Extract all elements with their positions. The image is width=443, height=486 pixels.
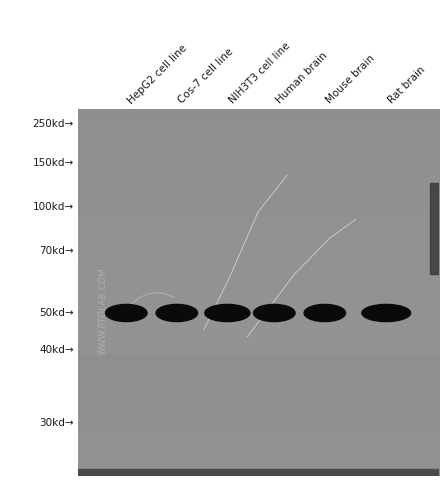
Ellipse shape bbox=[304, 304, 346, 322]
Text: Rat brain: Rat brain bbox=[386, 65, 427, 105]
Text: 250kd→: 250kd→ bbox=[33, 119, 74, 129]
Text: 30kd→: 30kd→ bbox=[39, 418, 74, 428]
Bar bbox=[78, 469, 439, 476]
Text: Cos-7 cell line: Cos-7 cell line bbox=[177, 47, 236, 105]
Ellipse shape bbox=[253, 304, 295, 322]
Text: 100kd→: 100kd→ bbox=[33, 202, 74, 211]
Ellipse shape bbox=[205, 304, 250, 322]
Ellipse shape bbox=[105, 304, 147, 322]
Text: 70kd→: 70kd→ bbox=[39, 245, 74, 256]
Text: 150kd→: 150kd→ bbox=[33, 157, 74, 168]
Ellipse shape bbox=[362, 304, 411, 322]
Text: Mouse brain: Mouse brain bbox=[325, 53, 377, 105]
Text: WWW.PTGLAB.COM: WWW.PTGLAB.COM bbox=[98, 267, 107, 355]
Text: Human brain: Human brain bbox=[274, 51, 329, 105]
Text: 50kd→: 50kd→ bbox=[39, 308, 74, 318]
Bar bbox=[430, 183, 439, 275]
Text: 40kd→: 40kd→ bbox=[39, 345, 74, 355]
Text: NIH3T3 cell line: NIH3T3 cell line bbox=[227, 41, 292, 105]
Ellipse shape bbox=[156, 304, 198, 322]
Text: HepG2 cell line: HepG2 cell line bbox=[126, 43, 189, 105]
